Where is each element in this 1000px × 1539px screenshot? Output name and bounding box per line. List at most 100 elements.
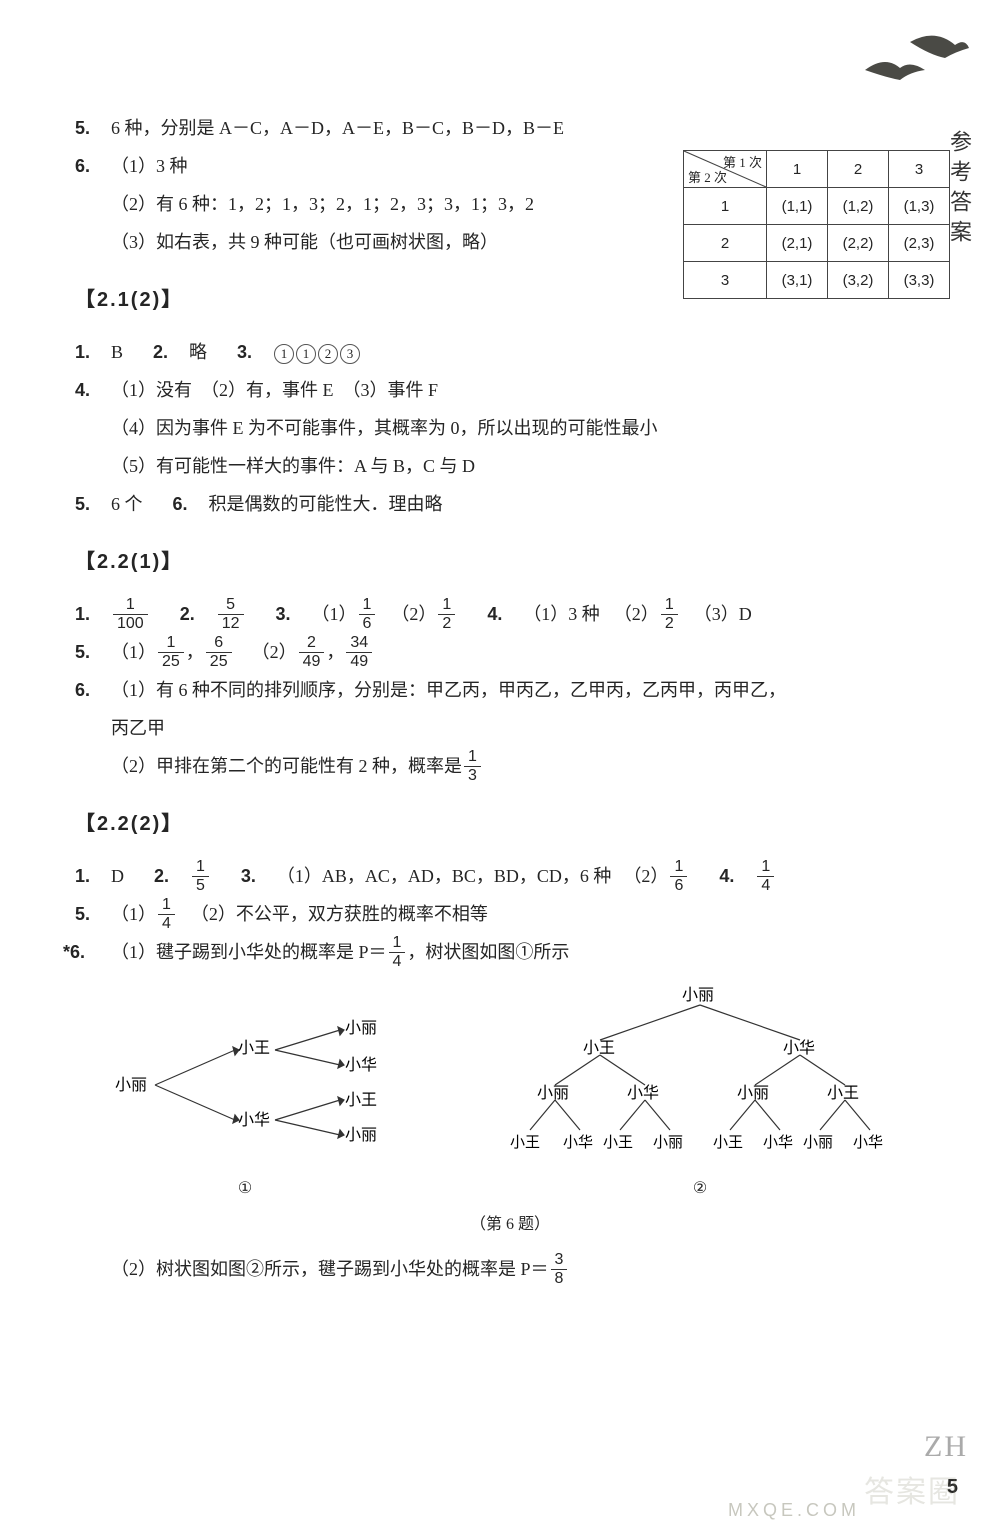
svg-text:小华: 小华 — [345, 1056, 377, 1074]
qnum: 2. — [154, 858, 190, 894]
svg-text:小丽: 小丽 — [653, 1134, 683, 1151]
circled-num: 2 — [318, 344, 338, 364]
qnum: 3. — [276, 596, 312, 632]
svg-text:小华: 小华 — [627, 1084, 659, 1102]
qnum: 5. — [75, 896, 111, 932]
s222-q1: 1. D 2. 15 3. （1）AB，AC，AD，BC，BD，CD，6 种 （… — [75, 858, 945, 894]
comma: ， — [186, 634, 204, 670]
svg-text:小丽: 小丽 — [737, 1084, 769, 1102]
q6-line1: （1）3 种 — [111, 148, 188, 184]
qnum: 4. — [719, 858, 755, 894]
s222-q5: 5. （1） 14 （2）不公平，双方获胜的概率不相等 — [75, 896, 945, 932]
svg-text:小丽: 小丽 — [537, 1084, 569, 1102]
svg-text:小王: 小王 — [583, 1039, 615, 1057]
svg-text:小王: 小王 — [827, 1084, 859, 1102]
line: （1）有 6 种不同的排列顺序，分别是：甲乙丙，甲丙乙，乙甲丙，乙丙甲，丙甲乙， — [111, 672, 786, 708]
fraction: 14 — [389, 935, 406, 970]
fraction: 16 — [670, 859, 687, 894]
svg-text:小华: 小华 — [238, 1111, 270, 1129]
s221-q6: 6. （1）有 6 种不同的排列顺序，分别是：甲乙丙，甲丙乙，乙甲丙，乙丙甲，丙… — [75, 672, 945, 708]
s221-q1: 1. 1100 2. 512 3. （1） 16 （2） 12 4. （1）3 … — [75, 596, 945, 632]
s212-q5: 5. 6 个 6. 积是偶数的可能性大．理由略 — [75, 486, 945, 522]
node: 小丽 — [115, 1076, 147, 1094]
svg-text:小丽: 小丽 — [345, 1019, 377, 1037]
watermark-cn: 答案圈 — [864, 1467, 960, 1511]
line: （5）有可能性一样大的事件：A 与 B，C 与 D — [75, 448, 945, 484]
part: （2） — [391, 596, 436, 632]
line: ，树状图如图①所示 — [407, 934, 569, 970]
svg-text:小丽: 小丽 — [345, 1126, 377, 1144]
fraction: 15 — [192, 859, 209, 894]
qnum: 1. — [75, 334, 111, 370]
fraction: 16 — [359, 597, 376, 632]
circled-num: 1 — [274, 344, 294, 364]
fraction: 12 — [438, 597, 455, 632]
fraction: 125 — [158, 635, 184, 670]
qnum: 5. — [75, 634, 111, 670]
fraction: 14 — [757, 859, 774, 894]
qnum: 3. — [237, 334, 273, 370]
section-head-222: 【2.2(2)】 — [75, 804, 945, 844]
watermark-url: MXQE.COM — [728, 1500, 860, 1521]
circled-group: 1123 — [273, 334, 361, 370]
qnum: 1. — [75, 596, 111, 632]
tree-diagrams: 小丽 小王 小华 小丽 小华 小王 小丽 ① — [75, 985, 945, 1205]
line: （1）没有 （2）有，事件 E （3）事件 F — [111, 372, 438, 408]
zh-mark: ZH — [924, 1430, 968, 1464]
svg-text:小华: 小华 — [853, 1134, 883, 1151]
bird-decoration — [850, 30, 970, 110]
s222-q6: *6. （1）毽子踢到小华处的概率是 P＝ 14 ，树状图如图①所示 — [75, 934, 945, 970]
line: （2）树状图如图②所示，毽子踢到小华处的概率是 P＝ — [111, 1251, 549, 1287]
s222-q6-2: （2）树状图如图②所示，毽子踢到小华处的概率是 P＝ 38 — [75, 1251, 945, 1287]
qnum: 6. — [75, 672, 111, 708]
svg-text:小华: 小华 — [763, 1134, 793, 1151]
section-head-221: 【2.2(1)】 — [75, 542, 945, 582]
fraction: 38 — [551, 1252, 568, 1287]
ans: 积是偶数的可能性大．理由略 — [209, 486, 443, 522]
qnum: *6. — [75, 934, 111, 970]
fraction: 1100 — [113, 597, 148, 632]
pair-table: 第 1 次 第 2 次 1 2 3 1 (1,1) (1,2) (1,3) 2 … — [683, 150, 950, 299]
svg-text:小王: 小王 — [603, 1134, 633, 1151]
fraction: 14 — [158, 897, 175, 932]
ans: D — [111, 858, 124, 894]
fraction: 512 — [218, 597, 244, 632]
fraction: 3449 — [346, 635, 372, 670]
part: （1） — [111, 896, 156, 932]
svg-text:小丽: 小丽 — [682, 986, 714, 1004]
part: （1）3 种 — [523, 596, 600, 632]
qnum: 4. — [487, 596, 523, 632]
s212-q4: 4. （1）没有 （2）有，事件 E （3）事件 F — [75, 372, 945, 408]
svg-text:小王: 小王 — [345, 1091, 377, 1109]
line: （2）甲排在第二个的可能性有 2 种，概率是 — [111, 748, 462, 784]
ans: B — [111, 334, 123, 370]
part: （1）AB，AC，AD，BC，BD，CD，6 种 — [277, 858, 612, 894]
qnum: 2. — [180, 596, 216, 632]
tree2-label: ② — [485, 1173, 915, 1205]
comma: ， — [326, 634, 344, 670]
circled-num: 1 — [296, 344, 316, 364]
figure-caption: （第 6 题） — [75, 1209, 945, 1241]
qnum: 6. — [173, 486, 209, 522]
svg-text:小王: 小王 — [713, 1134, 743, 1151]
qnum: 2. — [153, 334, 189, 370]
tree1-label: ① — [105, 1173, 385, 1205]
svg-text:小华: 小华 — [563, 1134, 593, 1151]
ans: 略 — [189, 334, 207, 370]
part: （2） — [252, 634, 297, 670]
fraction: 12 — [661, 597, 678, 632]
part: （1） — [312, 596, 357, 632]
tree-2: 小丽 小王 小华 小丽 小华 小丽 小王 小王 小华 小王 小丽 小王 小华 小… — [485, 985, 915, 1205]
part: （2） — [623, 858, 668, 894]
svg-text:小丽: 小丽 — [803, 1134, 833, 1151]
part: （2） — [614, 596, 659, 632]
qnum: 3. — [241, 858, 277, 894]
part: （3）D — [694, 596, 752, 632]
s212-q1: 1. B 2. 略 3. 1123 — [75, 334, 945, 370]
qnum: 1. — [75, 858, 111, 894]
tree-1: 小丽 小王 小华 小丽 小华 小王 小丽 ① — [105, 1005, 385, 1205]
svg-text:小王: 小王 — [510, 1134, 540, 1151]
fraction: 13 — [464, 749, 481, 784]
qnum: 5. — [75, 486, 111, 522]
part: （2）不公平，双方获胜的概率不相等 — [191, 896, 488, 932]
